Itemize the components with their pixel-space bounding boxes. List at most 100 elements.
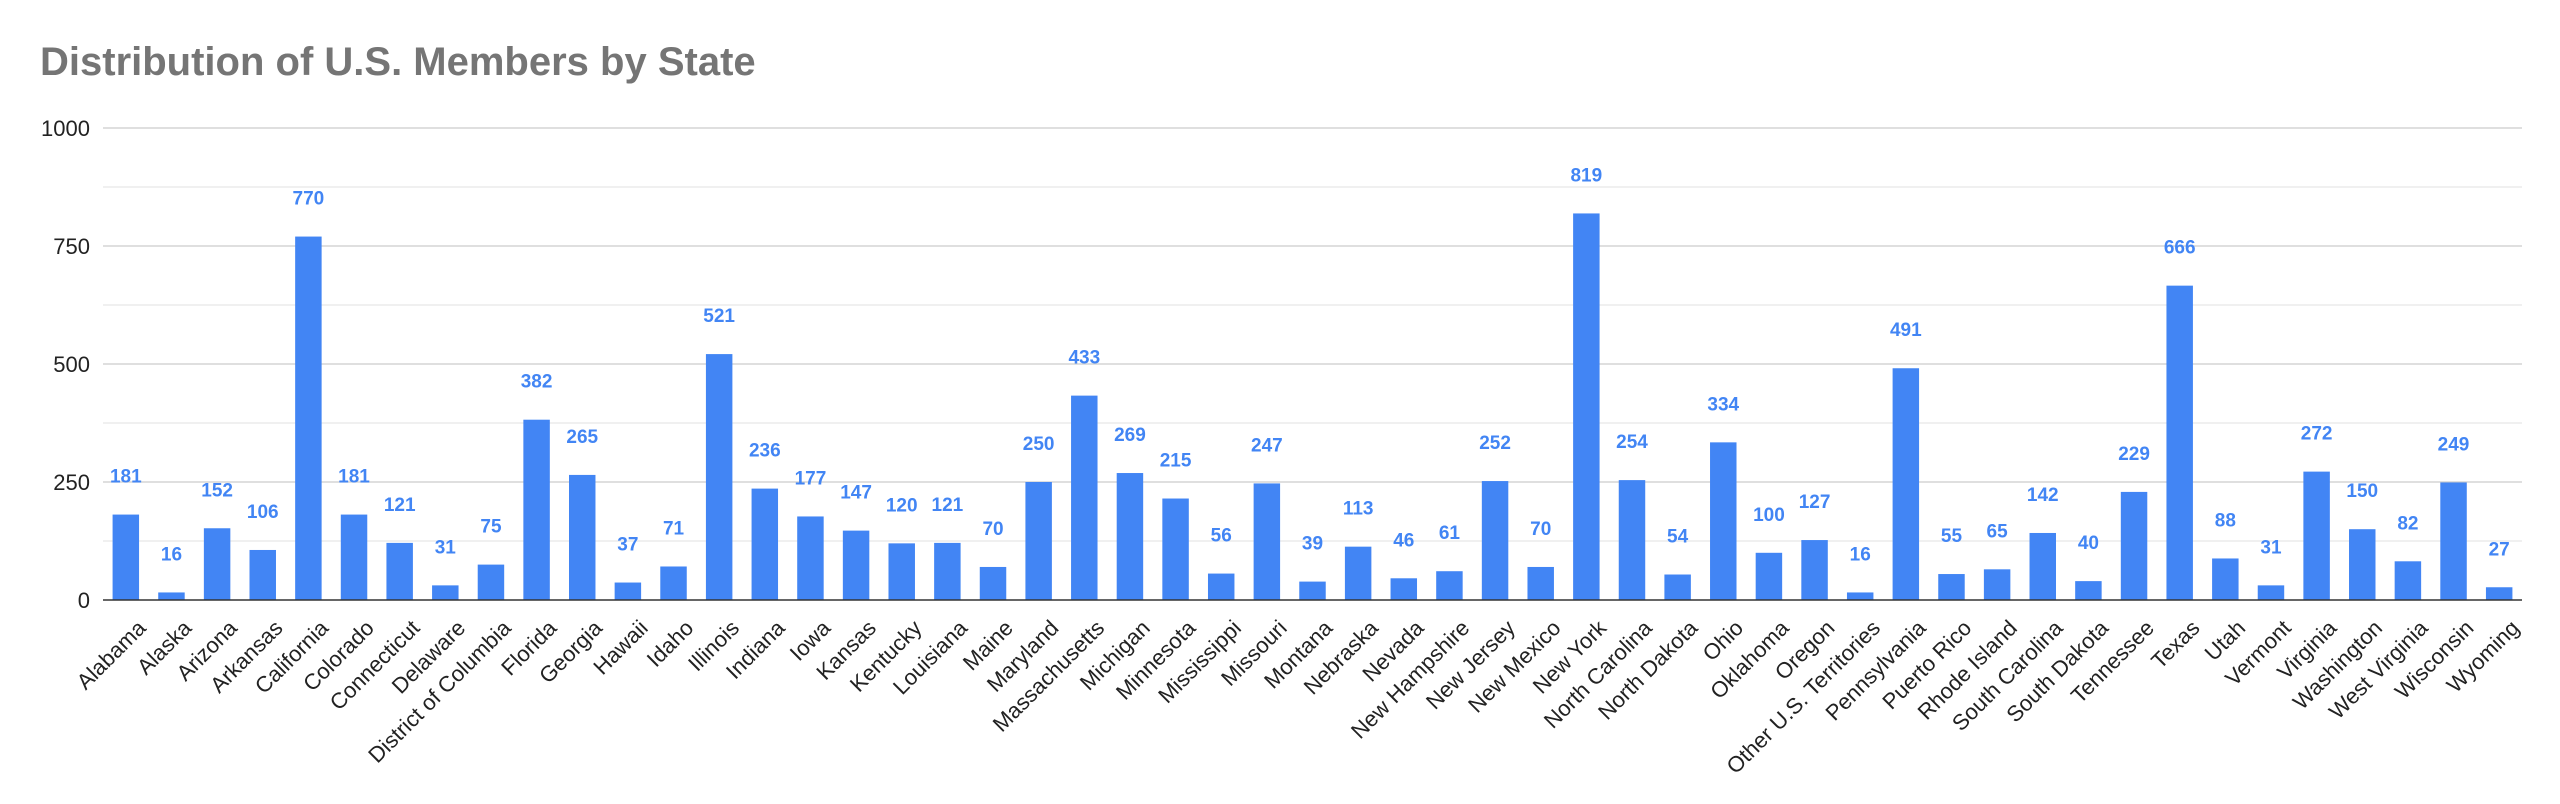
bar [1664, 574, 1691, 600]
bar [1938, 574, 1965, 600]
data-label: 215 [1160, 451, 1192, 472]
data-label: 272 [2301, 424, 2333, 445]
data-label: 252 [1479, 433, 1511, 454]
bar [797, 516, 824, 600]
data-label: 254 [1616, 432, 1648, 453]
data-label: 181 [338, 467, 370, 488]
data-label: 152 [201, 480, 233, 501]
bar [2485, 587, 2513, 600]
data-label: 40 [2078, 533, 2099, 554]
data-label: 433 [1068, 348, 1100, 369]
bar [112, 514, 140, 600]
data-label: 55 [1941, 526, 1963, 547]
data-label: 666 [2164, 238, 2196, 259]
data-labels: 181 16 152 106 770 181 121 31 75 382 265 37 71 521 236… [110, 165, 2510, 565]
bar [1299, 581, 1326, 600]
data-label: 100 [1753, 505, 1785, 526]
bar [568, 474, 596, 600]
data-label: 269 [1114, 425, 1146, 446]
data-label: 491 [1890, 320, 1922, 341]
bar [432, 585, 459, 600]
chart-title: Distribution of U.S. Members by State [40, 40, 756, 84]
data-label: 250 [1023, 434, 1055, 455]
bar [751, 488, 779, 600]
y-tick-label: 750 [53, 234, 90, 259]
data-label: 46 [1393, 530, 1414, 551]
bar [1527, 566, 1554, 600]
data-label: 65 [1987, 521, 2009, 542]
bar [1207, 573, 1235, 600]
bar [249, 549, 276, 600]
bar [2212, 558, 2239, 600]
bar [1481, 481, 1509, 600]
y-tick-label: 250 [53, 470, 90, 495]
data-label: 249 [2438, 434, 2470, 455]
bar [2257, 585, 2285, 600]
data-label: 70 [1530, 519, 1551, 540]
data-label: 229 [2118, 444, 2150, 465]
bar [614, 582, 642, 600]
data-label: 121 [384, 495, 416, 516]
data-label: 113 [1343, 499, 1374, 520]
bar [523, 419, 550, 600]
y-tick-label: 500 [53, 352, 90, 377]
bar [386, 542, 413, 600]
bar [1755, 552, 1783, 600]
bar [1071, 395, 1098, 600]
data-label: 770 [293, 189, 325, 210]
bar [2120, 491, 2148, 600]
data-label: 819 [1570, 165, 1602, 186]
bar [2075, 581, 2102, 600]
bar [1344, 546, 1372, 600]
bar [1710, 442, 1737, 600]
data-label: 177 [795, 468, 827, 489]
bar [888, 543, 915, 600]
data-label: 236 [749, 441, 781, 462]
data-label: 31 [435, 537, 457, 558]
y-tick-label: 0 [78, 588, 90, 613]
bar [2303, 471, 2330, 600]
data-label: 88 [2215, 510, 2236, 531]
data-label: 247 [1251, 435, 1283, 456]
data-label: 54 [1667, 527, 1689, 548]
data-label: 147 [840, 483, 872, 504]
bar [1025, 482, 1052, 600]
bar [1162, 498, 1189, 600]
grid-lines [103, 127, 2522, 542]
data-label: 521 [703, 306, 735, 327]
data-label: 71 [663, 518, 685, 539]
bar [1846, 592, 1874, 600]
bar [1801, 540, 1828, 600]
y-axis-ticks: 0 250 500 750 1000 [41, 116, 90, 613]
data-label: 120 [886, 495, 918, 516]
data-label: 121 [932, 495, 964, 516]
data-label: 150 [2346, 481, 2378, 502]
bar [1390, 578, 1418, 600]
data-label: 106 [247, 502, 279, 523]
data-label: 31 [2260, 537, 2282, 558]
bar [340, 514, 368, 600]
data-label: 56 [1211, 526, 1232, 547]
bar [660, 566, 687, 600]
bar [842, 530, 870, 600]
data-label: 142 [2027, 485, 2059, 506]
data-label: 70 [982, 519, 1003, 540]
bar [2394, 561, 2422, 600]
bar [203, 528, 231, 600]
bar [2440, 482, 2467, 600]
bar [1618, 480, 1646, 600]
bar [1116, 473, 1144, 600]
bar [979, 566, 1007, 600]
bar [2349, 529, 2376, 600]
y-tick-label: 1000 [41, 116, 90, 141]
bar [1573, 213, 1600, 600]
data-label: 61 [1439, 523, 1461, 544]
data-label: 334 [1707, 394, 1739, 415]
bar [1253, 483, 1281, 600]
x-tick-label: Texas [2146, 615, 2204, 673]
bar [477, 564, 505, 600]
bar [934, 542, 961, 600]
data-label: 75 [480, 517, 502, 538]
data-label: 37 [617, 535, 638, 556]
